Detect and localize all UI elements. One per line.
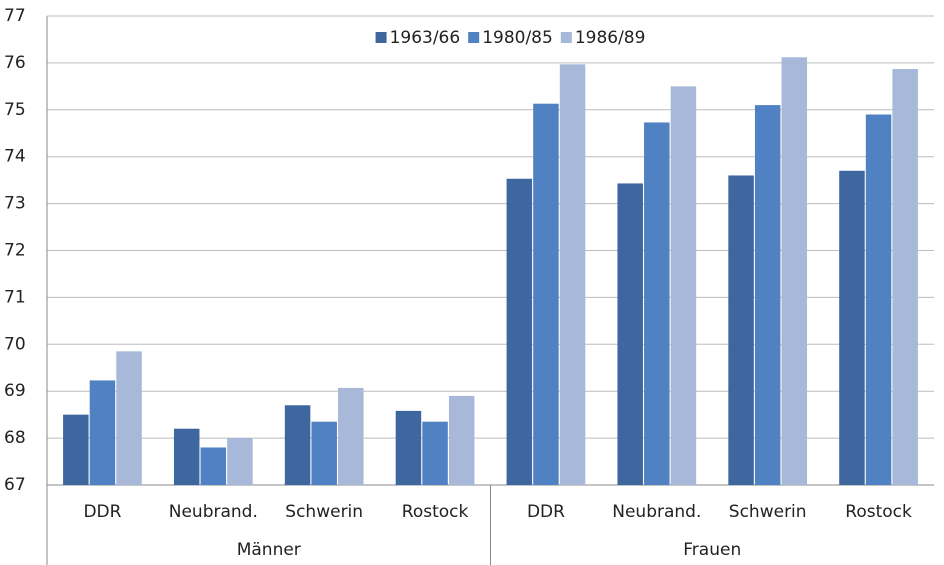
legend-swatch [560,32,572,43]
x-tick-label: Neubrand. [169,502,258,522]
bar [173,428,200,485]
y-tick-label: 67 [4,475,26,495]
bar [533,103,559,485]
bar [617,183,643,486]
bar [227,438,253,485]
bar [839,170,865,485]
y-tick-label: 77 [4,6,26,26]
y-tick-label: 74 [4,147,26,167]
y-tick-label: 76 [4,53,26,73]
y-tick-label: 68 [4,428,26,448]
legend-label: 1986/89 [575,28,646,48]
bar [311,421,337,485]
x-tick-label: Schwerin [285,502,363,522]
bar [395,410,422,485]
y-tick-label: 75 [4,100,26,120]
y-tick-label: 72 [4,241,26,261]
bar [865,114,892,486]
x-tick-label: Schwerin [729,502,807,522]
x-tick-label: DDR [83,502,121,522]
bar [781,57,808,485]
x-tick-label: Rostock [845,502,912,522]
x-tick-label: Neubrand. [612,502,701,522]
y-tick-label: 69 [4,381,26,401]
bar [754,105,781,486]
bar [422,421,448,485]
y-tick-label: 73 [4,194,26,214]
group-label: Frauen [683,540,741,560]
legend-label: 1963/66 [390,28,461,48]
bar [559,64,586,485]
bar [116,351,142,485]
bar [644,122,670,485]
bar [670,86,697,485]
bar [284,405,311,485]
y-tick-label: 70 [4,334,26,354]
legend: 1963/66 1980/85 1986/89 [375,28,646,48]
x-tick-label: DDR [527,502,565,522]
legend-swatch [468,32,480,43]
bar [728,175,754,485]
bar [338,387,364,485]
group-label: Männer [237,540,301,560]
bar [506,178,533,486]
x-tick-label: Rostock [402,502,469,522]
bar [89,380,116,485]
bar [200,447,227,485]
legend-label: 1980/85 [482,28,553,48]
bar [448,395,475,485]
bar [892,68,918,485]
bar [63,414,89,485]
legend-swatch [375,32,387,43]
y-tick-label: 71 [4,287,26,307]
